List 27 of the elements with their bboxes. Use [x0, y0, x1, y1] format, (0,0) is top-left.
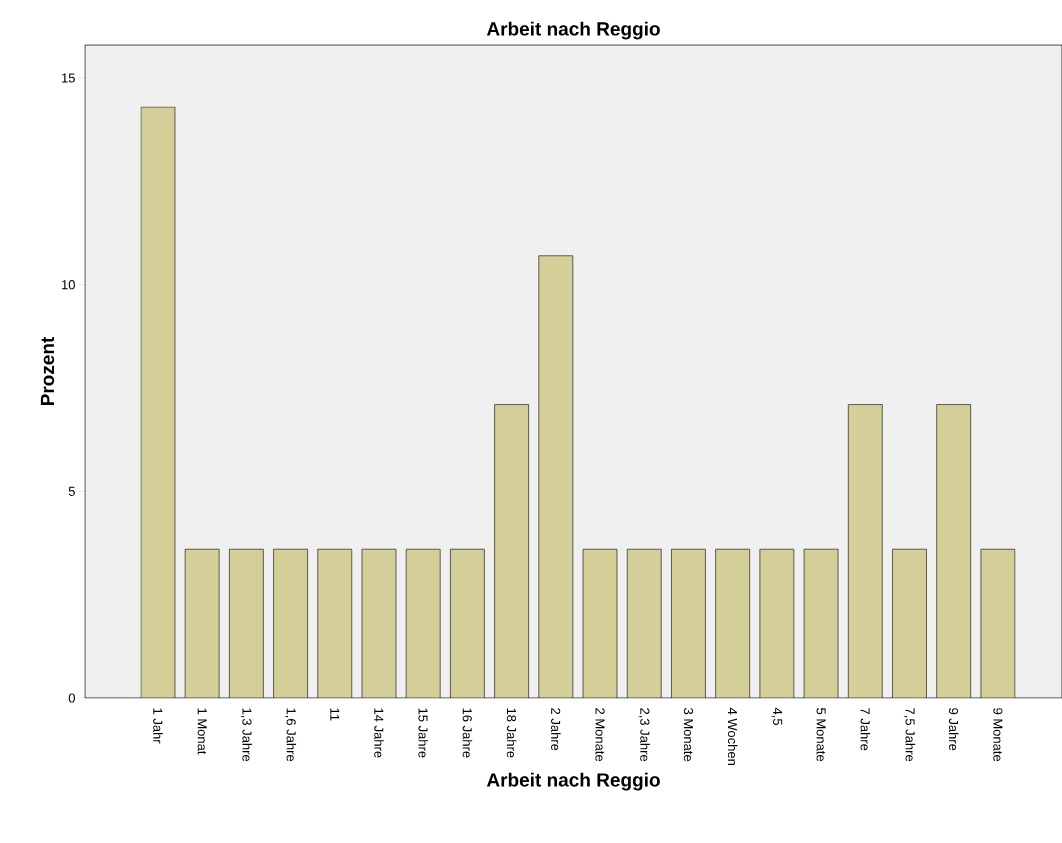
x-tick-label: 3 Monate: [683, 708, 694, 762]
x-tick-label: 11: [330, 708, 340, 721]
x-tick-label: 7,5 Jahre: [903, 708, 916, 762]
x-tick-label: 2 Jahre: [551, 708, 561, 751]
x-tick-label: 2,3 Jahre: [638, 708, 650, 762]
x-axis-title: Arbeit nach Reggio: [486, 772, 660, 791]
y-tick-label: 15: [61, 73, 75, 83]
y-axis-title: Prozent: [40, 336, 55, 406]
x-tick-label: 15 Jahre: [418, 708, 428, 758]
x-tick-label: 16 Jahre: [462, 708, 473, 758]
x-tick-label: 18 Jahre: [506, 708, 517, 758]
y-tick-label: 0: [68, 693, 75, 703]
x-tick-label: 7 Jahre: [860, 708, 871, 751]
x-tick-label: 5 Monate: [816, 708, 826, 762]
y-tick-label: 10: [61, 280, 75, 290]
x-tick-label: 1,6 Jahre: [285, 708, 297, 762]
x-tick-label: 9 Jahre: [948, 708, 959, 751]
chart-title: Arbeit nach Reggio: [486, 21, 660, 40]
x-tick-label: 9 Monate: [993, 708, 1003, 762]
x-tick-label: 4,5: [771, 707, 783, 726]
x-tick-label: 2 Monate: [595, 708, 605, 762]
x-tick-label: 1,3 Jahre: [240, 708, 252, 762]
x-tick-label: 4 Wochen: [727, 707, 738, 765]
x-tick-label: 1 Monat: [197, 708, 207, 755]
x-tick-label: 14 Jahre: [374, 708, 384, 758]
x-tick-label: 1 Jahr: [153, 708, 163, 744]
y-tick-label: 5: [68, 486, 75, 496]
